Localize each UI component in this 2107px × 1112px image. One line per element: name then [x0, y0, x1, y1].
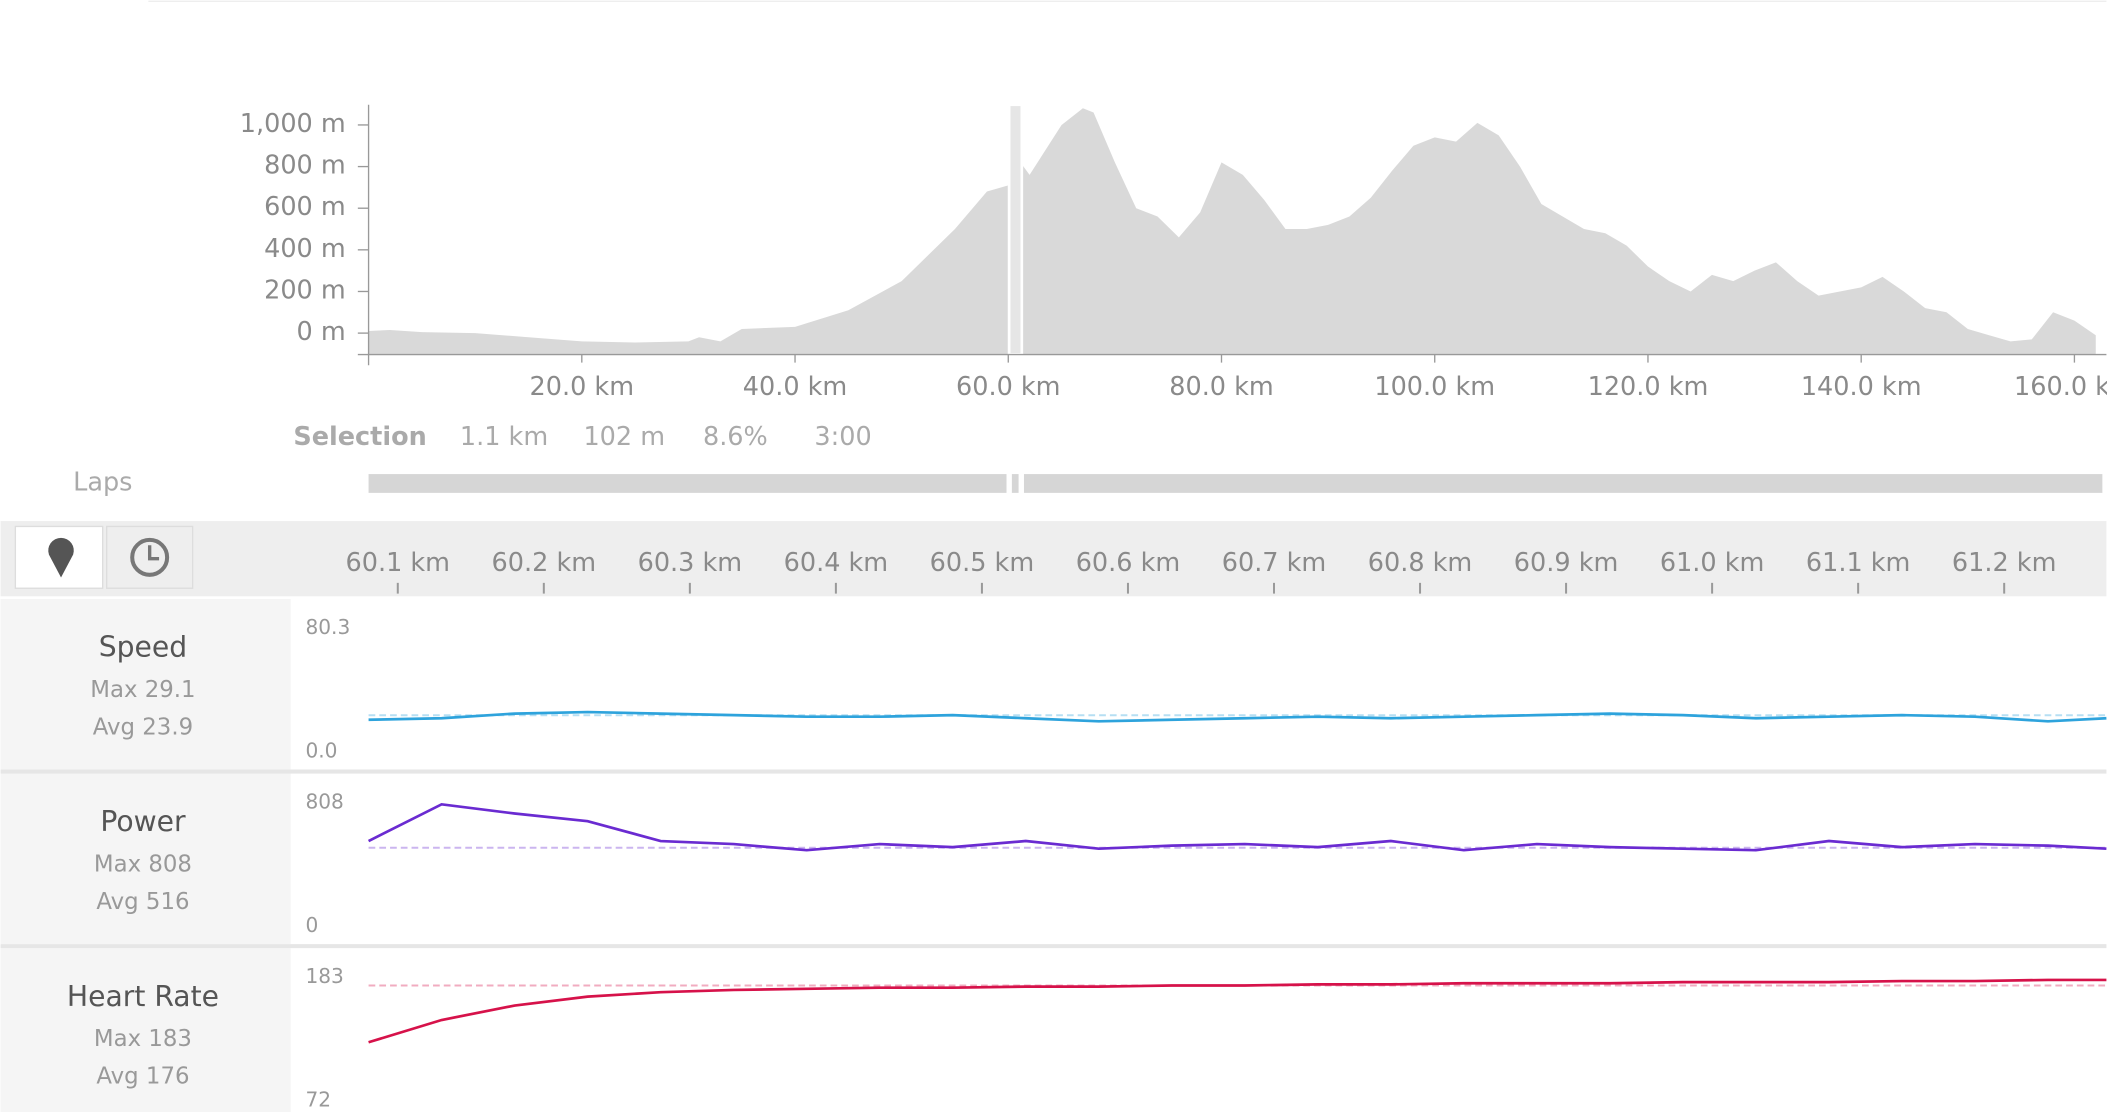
lap-bar[interactable]: [1023, 474, 2103, 493]
y-tick-label: 1,000 m: [240, 109, 346, 139]
x-tick-label: 20.0 km: [530, 372, 635, 402]
y-tick-label: 600 m: [264, 192, 346, 222]
x-tick-label: 120.0 km: [1588, 372, 1709, 402]
distance-tick-label: 60.7 km: [1222, 548, 1327, 578]
selection-grade: 8.6%: [703, 422, 768, 452]
distance-tick-label: 61.1 km: [1806, 548, 1911, 578]
stream-y-label: 183: [305, 964, 343, 988]
stream-panel: [0, 598, 291, 770]
y-tick-label: 800 m: [264, 151, 346, 181]
stream-line: [368, 978, 2107, 1044]
distance-tick-label: 60.4 km: [784, 548, 889, 578]
x-tick-label: 40.0 km: [743, 372, 848, 402]
selection-time: 3:00: [814, 422, 871, 452]
lap-bar[interactable]: [1011, 474, 1019, 493]
stream-avg: Avg 23.9: [93, 714, 193, 740]
stream-line: [367, 802, 2107, 852]
distance-tick-label: 60.5 km: [930, 548, 1035, 578]
distance-tick-label: 61.2 km: [1952, 548, 2057, 578]
selection-band: [1007, 103, 1024, 356]
stream-y-label: 808: [305, 790, 343, 814]
selection-distance: 1.1 km: [460, 422, 548, 452]
distance-tick-label: 61.0 km: [1660, 548, 1765, 578]
stream-name: Speed: [99, 631, 187, 664]
stream-avg: Avg 516: [96, 889, 189, 915]
x-tick-label: 80.0 km: [1169, 372, 1274, 402]
y-tick-label: 200 m: [264, 275, 346, 305]
stream-y-label: 80.3: [305, 615, 350, 639]
pin-icon: [48, 537, 74, 578]
stream-panel: [0, 773, 291, 945]
selection-elevation: 102 m: [583, 422, 665, 452]
x-tick-label: 140.0 km: [1801, 372, 1922, 402]
distance-tick-label: 60.9 km: [1514, 548, 1619, 578]
stream-avg: Avg 176: [96, 1064, 189, 1090]
distance-tick-label: 60.8 km: [1368, 548, 1473, 578]
stream-line: [368, 710, 2107, 723]
stream-y-label: 0: [305, 913, 318, 937]
stream-max: Max 183: [94, 1026, 192, 1052]
stream-name: Power: [100, 805, 186, 838]
stream-name: Heart Rate: [67, 980, 219, 1013]
distance-tick-label: 60.2 km: [492, 548, 596, 578]
stream-y-label: 72: [305, 1088, 331, 1112]
toolbar: [0, 521, 2107, 597]
distance-tick-label: 60.3 km: [638, 548, 743, 578]
clock-hands: [147, 545, 160, 561]
distance-tick-label: 60.1 km: [346, 548, 451, 578]
distance-tick-label: 60.6 km: [1076, 548, 1181, 578]
x-tick-label: 100.0 km: [1374, 372, 1495, 402]
stream-max: Max 29.1: [90, 677, 195, 703]
stream-panel: [0, 948, 291, 1112]
y-tick-label: 0 m: [297, 317, 346, 347]
stream-y-label: 0.0: [305, 739, 337, 763]
x-tick-label: 160.0 km: [2014, 372, 2107, 402]
x-tick-label: 60.0 km: [956, 372, 1061, 402]
clock-icon: [130, 537, 170, 577]
selection-label: Selection: [293, 422, 426, 452]
y-tick-label: 400 m: [264, 234, 346, 264]
laps-label: Laps: [73, 467, 132, 497]
lap-bar[interactable]: [368, 474, 1007, 493]
stream-max: Max 808: [94, 851, 192, 877]
elevation-area: [368, 108, 2096, 355]
